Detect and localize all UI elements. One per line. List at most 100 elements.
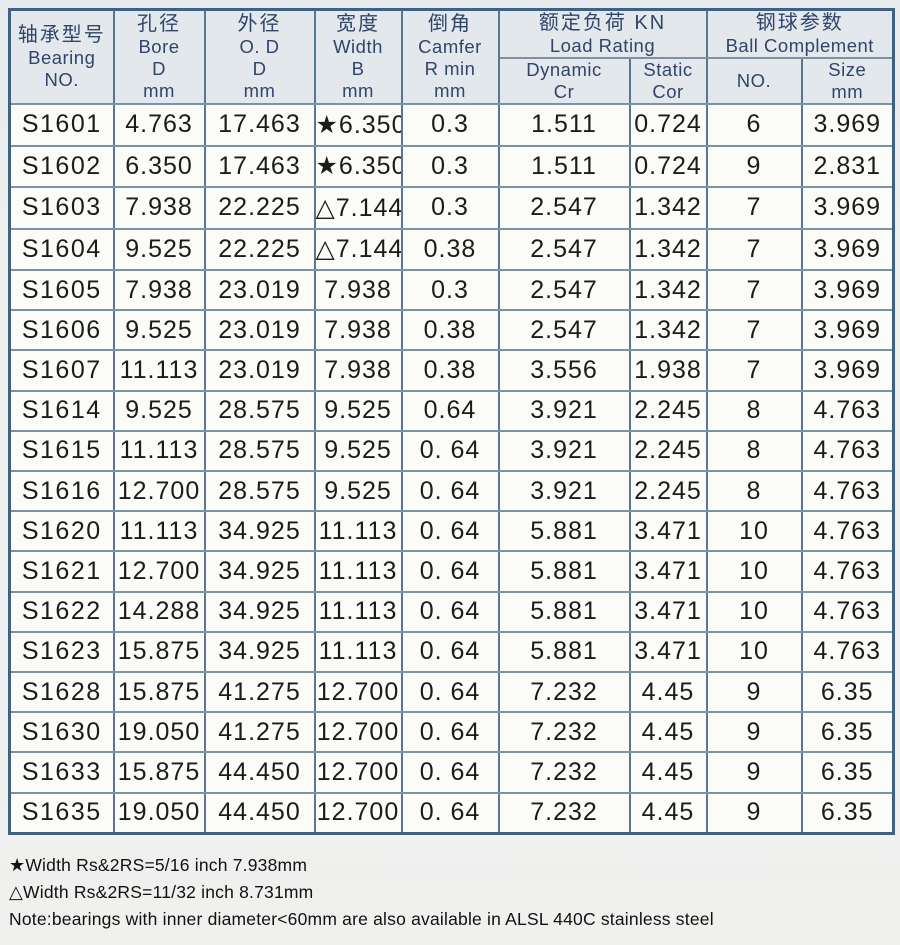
spec-cell: 11.113	[112, 349, 206, 392]
spec-cell: 8	[705, 470, 803, 513]
triangle-icon: △	[9, 882, 24, 902]
spec-cell: 4.45	[628, 751, 708, 794]
bearing-spec-table: 轴承型号 Bearing NO. 孔径 Bore D mm 外径 O. D D …	[8, 8, 895, 835]
spec-cell: 9	[705, 671, 803, 714]
spec-cell: 9.525	[313, 470, 403, 513]
spec-cell: 5.881	[497, 550, 631, 593]
spec-cell: 7.938	[313, 349, 403, 392]
spec-cell: 2.547	[497, 227, 631, 271]
table-row: S1615 11.113 28.575 9.525 0. 64 3.921 2.245 8 4.…	[8, 429, 895, 473]
spec-cell: 0.724	[628, 103, 708, 147]
spec-cell: 5.881	[497, 590, 631, 633]
spec-cell: 7.232	[497, 751, 631, 794]
footnote-general-text: Note:bearings with inner diameter<60mm a…	[9, 909, 714, 929]
table-row: S1604 9.525 22.225 △7.144 0.38 2.547 1.342 7 3.9…	[8, 227, 895, 271]
spec-cell: 11.113	[313, 630, 403, 674]
spec-cell: 9.525	[112, 389, 206, 432]
bearing-no-cell: S1606	[8, 309, 115, 352]
spec-cell: 4.763	[800, 389, 895, 432]
spec-cell: 4.45	[628, 791, 708, 835]
spec-cell: 2.547	[497, 186, 631, 230]
spec-cell: 9.525	[112, 309, 206, 352]
header-camfer: 倒角 Camfer R min mm	[400, 8, 500, 105]
spec-cell: ★6.350	[313, 144, 403, 188]
spec-cell: 7.938	[313, 268, 403, 312]
spec-cell: 9.525	[313, 389, 403, 432]
bearing-no-cell: S1607	[8, 349, 115, 392]
bearing-no-cell: S1616	[8, 470, 115, 513]
spec-cell: 3.969	[800, 349, 895, 392]
spec-cell: 0. 64	[400, 470, 500, 513]
spec-cell: 44.450	[203, 791, 316, 835]
spec-cell: 4.763	[800, 550, 895, 593]
footnote-star: ★Width Rs&2RS=5/16 inch 7.938mm	[9, 852, 889, 879]
spec-cell: 6.35	[800, 791, 895, 835]
spec-cell: 15.875	[112, 630, 206, 674]
spec-cell: 4.763	[112, 103, 206, 147]
spec-cell: 15.875	[112, 671, 206, 714]
spec-cell: 1.342	[628, 186, 708, 230]
spec-cell: 3.471	[628, 590, 708, 633]
spec-cell: 6.35	[800, 711, 895, 754]
spec-cell: 3.471	[628, 550, 708, 593]
spec-cell: 7	[705, 227, 803, 271]
spec-cell: 6.35	[800, 671, 895, 714]
spec-cell: 4.763	[800, 470, 895, 513]
spec-cell: 0.64	[400, 389, 500, 432]
spec-cell: 8	[705, 429, 803, 473]
spec-cell: 41.275	[203, 711, 316, 754]
spec-cell: 7.232	[497, 711, 631, 754]
bearing-no-cell: S1633	[8, 751, 115, 794]
bearing-no-cell: S1614	[8, 389, 115, 432]
bearing-no-cell: S1628	[8, 671, 115, 714]
spec-cell: 1.342	[628, 268, 708, 312]
spec-cell: 1.511	[497, 144, 631, 188]
bearing-no-cell: S1621	[8, 550, 115, 593]
spec-cell: 9	[705, 711, 803, 754]
spec-cell: 0. 64	[400, 550, 500, 593]
spec-cell: 9.525	[313, 429, 403, 473]
spec-cell: 0.3	[400, 103, 500, 147]
spec-cell: 9.525	[112, 227, 206, 271]
spec-cell: 2.245	[628, 470, 708, 513]
footnote-general: Note:bearings with inner diameter<60mm a…	[9, 906, 889, 933]
spec-cell: 12.700	[313, 711, 403, 754]
spec-cell: 6.35	[800, 751, 895, 794]
spec-cell: 4.45	[628, 711, 708, 754]
spec-cell: 12.700	[313, 791, 403, 835]
spec-cell: 23.019	[203, 268, 316, 312]
spec-cell: 1.511	[497, 103, 631, 147]
spec-cell: 6	[705, 103, 803, 147]
spec-cell: △7.144	[313, 227, 403, 271]
footnotes: ★Width Rs&2RS=5/16 inch 7.938mm △Width R…	[9, 852, 889, 933]
spec-cell: 0. 64	[400, 590, 500, 633]
header-bearing-no: 轴承型号 Bearing NO.	[8, 8, 115, 105]
spec-cell: 12.700	[313, 751, 403, 794]
table-row: S1605 7.938 23.019 7.938 0.3 2.547 1.342 7 3.969	[8, 268, 895, 312]
table-row: S1623 15.875 34.925 11.113 0. 64 5.881 3.471 10…	[8, 630, 895, 674]
header-static-cor: Static Cor	[628, 57, 708, 105]
spec-cell: 10	[705, 590, 803, 633]
spec-cell: 23.019	[203, 349, 316, 392]
table-row: S1607 11.113 23.019 7.938 0.38 3.556 1.938 7 3.9…	[8, 349, 895, 392]
spec-cell: 9	[705, 751, 803, 794]
table-row: S1606 9.525 23.019 7.938 0.38 2.547 1.342 7 3.96…	[8, 309, 895, 352]
spec-cell: 14.288	[112, 590, 206, 633]
bearing-spec-table-wrap: 轴承型号 Bearing NO. 孔径 Bore D mm 外径 O. D D …	[8, 8, 895, 835]
spec-cell: 28.575	[203, 470, 316, 513]
spec-cell: 2.245	[628, 389, 708, 432]
spec-cell: 17.463	[203, 144, 316, 188]
header-load-rating: 额定负荷 KN Load Rating	[497, 8, 708, 59]
header-ball-size: Size mm	[800, 57, 895, 105]
spec-cell: 3.921	[497, 429, 631, 473]
bearing-no-cell: S1630	[8, 711, 115, 754]
spec-cell: 2.245	[628, 429, 708, 473]
spec-cell: 34.925	[203, 630, 316, 674]
spec-cell: 7.232	[497, 791, 631, 835]
bearing-no-cell: S1635	[8, 791, 115, 835]
table-body: S1601 4.763 17.463 ★6.350 0.3 1.511 0.724 6 3.96…	[8, 103, 895, 835]
table-row: S1633 15.875 44.450 12.700 0. 64 7.232 4.45 9 6.…	[8, 751, 895, 794]
header-ball-no: NO.	[705, 57, 803, 105]
spec-cell: 23.019	[203, 309, 316, 352]
spec-cell: 22.225	[203, 186, 316, 230]
